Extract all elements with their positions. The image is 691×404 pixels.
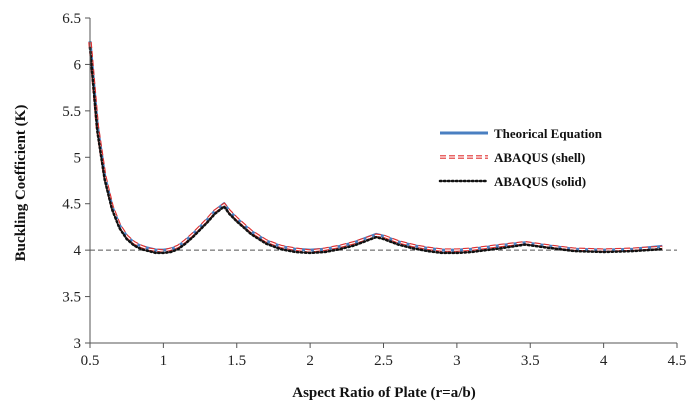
series-line-theorical-equation [88, 41, 663, 252]
legend-label: Theorical Equation [494, 126, 603, 141]
x-tick-label: 0.5 [81, 353, 100, 369]
legend-label: ABAQUS (shell) [494, 150, 585, 165]
y-axis-title: Buckling Coefficient (K) [13, 105, 29, 262]
y-tick-label: 5.5 [62, 104, 81, 120]
series-line-abaqus-shell-outer [88, 41, 663, 253]
y-tick-label: 6 [74, 57, 82, 73]
series-line-abaqus-shell [88, 41, 663, 253]
x-tick-label: 4.5 [668, 353, 687, 369]
x-tick-label: 3.5 [521, 353, 540, 369]
legend-item: Theorical Equation [440, 126, 603, 141]
x-tick-label: 2 [306, 353, 314, 369]
y-tick-label: 4.5 [62, 197, 81, 213]
legend-item: ABAQUS (solid) [438, 174, 586, 189]
y-tick-label: 6.5 [62, 11, 81, 27]
x-tick-label: 1.5 [227, 353, 246, 369]
x-axis-title: Aspect Ratio of Plate (r=a/b) [292, 385, 476, 401]
x-tick-label: 4 [600, 353, 608, 369]
series-line-abaqus-solid [88, 46, 664, 255]
legend: Theorical Equation ABAQUS (shell) ABAQUS (… [438, 126, 603, 189]
legend-item: ABAQUS (shell) [440, 150, 585, 165]
y-tick-label: 5 [74, 150, 82, 166]
legend-label: ABAQUS (solid) [494, 174, 586, 189]
x-tick-label: 3 [453, 353, 461, 369]
y-tick-label: 3 [74, 336, 82, 352]
x-tick-label: 2.5 [374, 353, 393, 369]
y-tick-label: 3.5 [62, 290, 81, 306]
x-tick-label: 1 [160, 353, 168, 369]
y-tick-label: 4 [74, 243, 82, 259]
series-line-abaqus-shell-inner [89, 42, 663, 252]
